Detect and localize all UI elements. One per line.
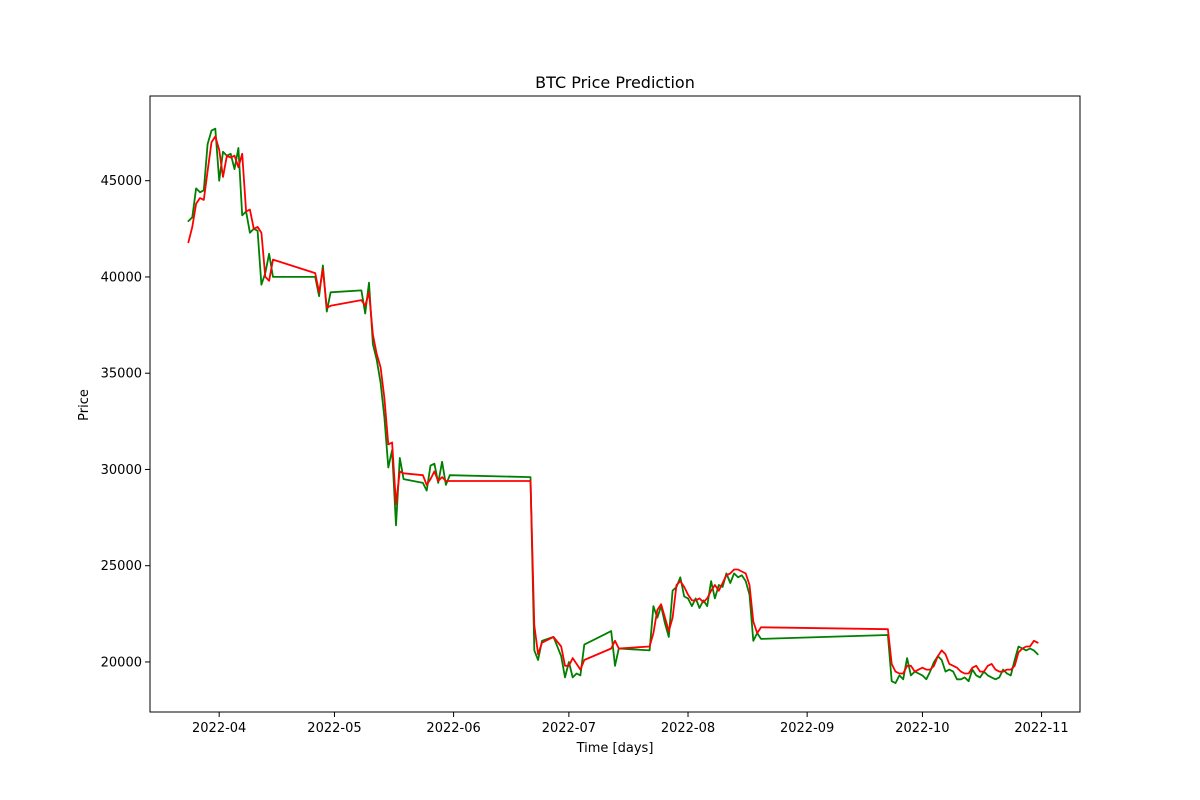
x-tick-label-7: 2022-11 bbox=[1014, 721, 1068, 736]
x-tick-label-4: 2022-08 bbox=[661, 721, 715, 736]
x-tick-label-1: 2022-05 bbox=[307, 721, 361, 736]
chart-title: BTC Price Prediction bbox=[535, 73, 695, 92]
y-axis-ticks: 20000 25000 30000 35000 40000 45000 bbox=[101, 174, 150, 670]
y-tick-label-5: 45000 bbox=[101, 174, 142, 189]
x-axis-label: Time [days] bbox=[576, 741, 654, 756]
x-tick-label-6: 2022-10 bbox=[895, 721, 949, 736]
x-tick-label-2: 2022-06 bbox=[426, 721, 480, 736]
series-line-2 bbox=[187, 135, 1039, 675]
x-tick-label-5: 2022-09 bbox=[780, 721, 834, 736]
y-tick-label-4: 40000 bbox=[101, 270, 142, 285]
series-line-1 bbox=[187, 127, 1039, 684]
x-axis-ticks: 2022-04 2022-05 2022-06 2022-07 2022-08 2022-… bbox=[192, 712, 1069, 736]
y-tick-label-3: 35000 bbox=[101, 367, 142, 382]
y-tick-label-0: 20000 bbox=[101, 655, 142, 670]
x-tick-label-3: 2022-07 bbox=[542, 721, 596, 736]
plot-frame bbox=[149, 95, 1081, 713]
x-tick-label-0: 2022-04 bbox=[192, 721, 246, 736]
y-tick-label-2: 30000 bbox=[101, 463, 142, 478]
y-tick-label-1: 25000 bbox=[101, 559, 142, 574]
plot-series bbox=[187, 127, 1039, 684]
y-axis-label: Price bbox=[77, 389, 92, 421]
